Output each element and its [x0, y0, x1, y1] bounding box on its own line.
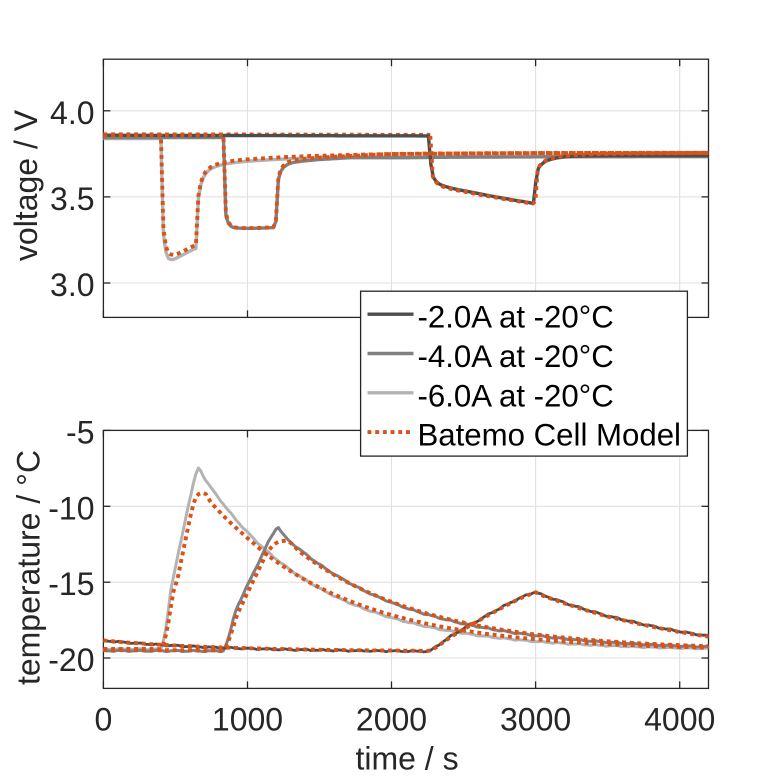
svg-text:-10: -10: [48, 490, 94, 526]
svg-text:4.0: 4.0: [50, 95, 94, 131]
svg-text:Batemo Cell Model: Batemo Cell Model: [418, 418, 681, 453]
svg-text:4000: 4000: [644, 702, 715, 738]
svg-text:1000: 1000: [212, 702, 283, 738]
svg-text:2000: 2000: [356, 702, 427, 738]
svg-text:3000: 3000: [500, 702, 571, 738]
svg-text:temperature / °C: temperature / °C: [11, 450, 47, 685]
svg-text:-4.0A at -20°C: -4.0A at -20°C: [418, 339, 614, 374]
svg-text:-2.0A at -20°C: -2.0A at -20°C: [418, 300, 614, 335]
svg-text:3.0: 3.0: [50, 267, 94, 303]
svg-text:0: 0: [95, 702, 113, 738]
svg-text:voltage / V: voltage / V: [8, 109, 44, 261]
svg-text:-6.0A at -20°C: -6.0A at -20°C: [418, 378, 614, 413]
svg-text:3.5: 3.5: [50, 181, 94, 217]
svg-text:-20: -20: [48, 642, 94, 678]
svg-text:-15: -15: [48, 566, 94, 602]
svg-text:time / s: time / s: [355, 741, 458, 777]
svg-text:-5: -5: [66, 414, 94, 450]
